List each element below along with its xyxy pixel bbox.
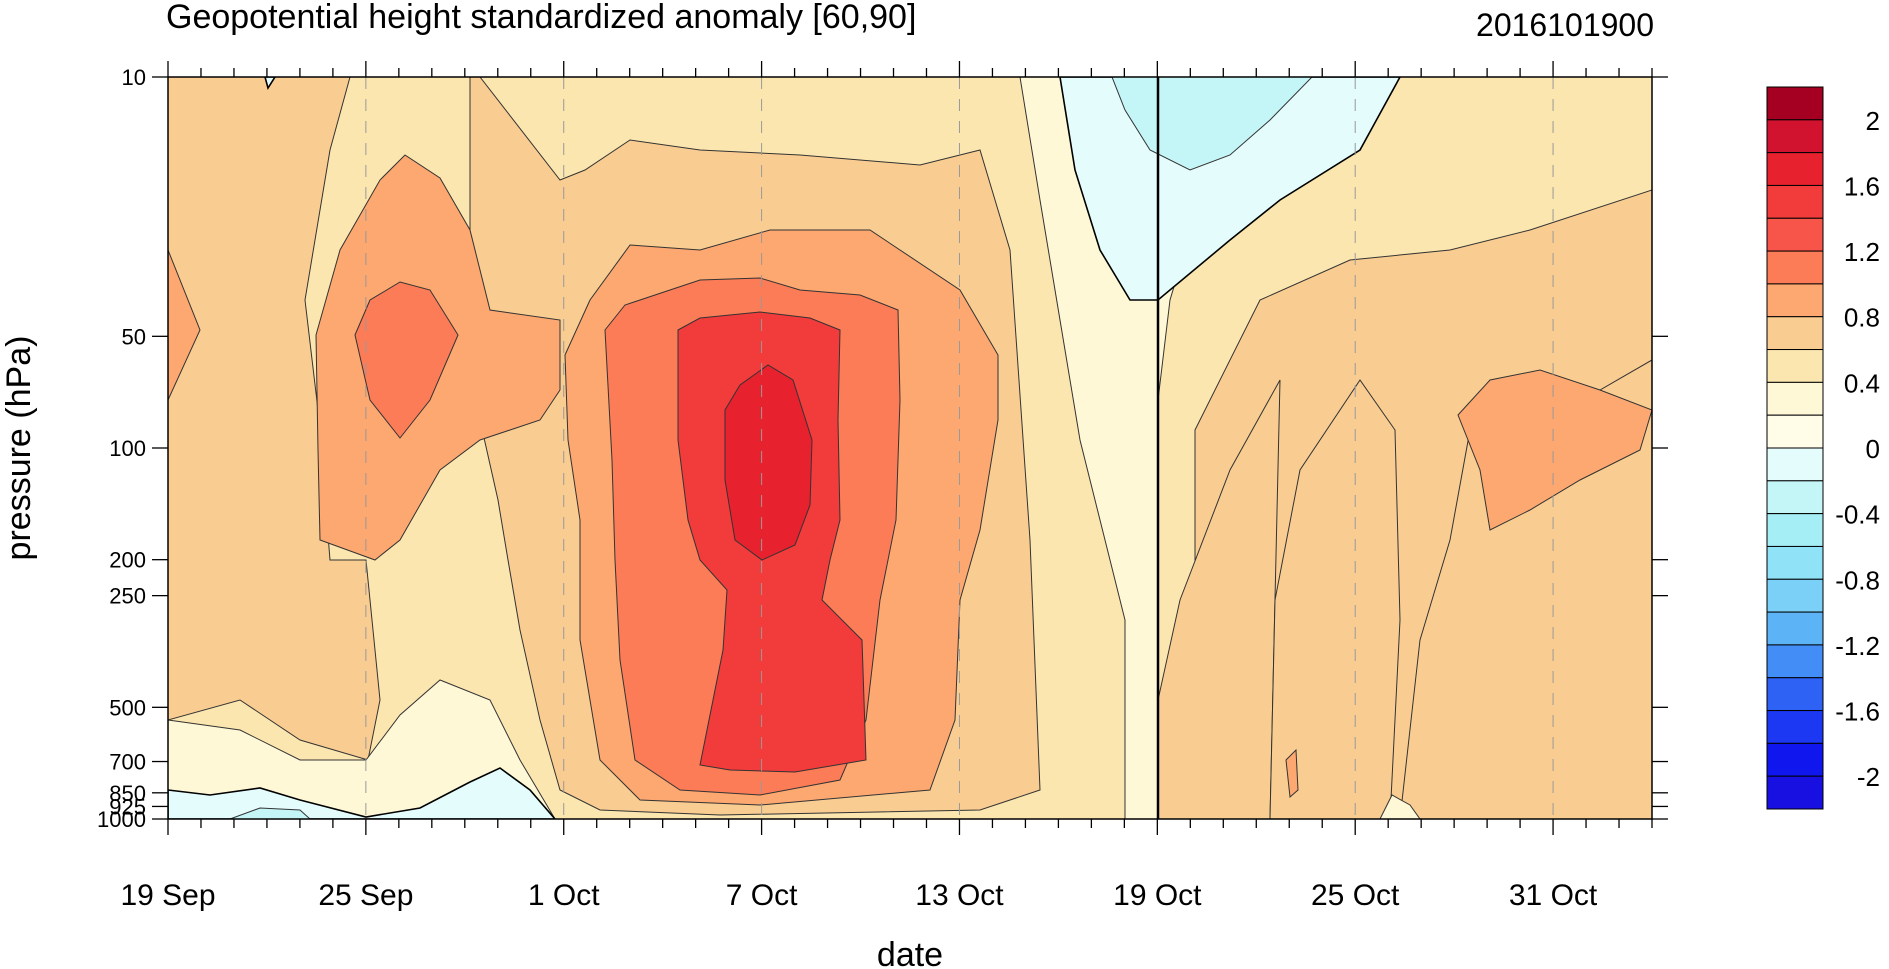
contour-level-0.8 [1285,748,1299,799]
y-tick-label: 500 [109,695,146,720]
colorbar-box [1766,644,1824,679]
colorbar-box [1766,184,1824,219]
y-tick-label: 850 [109,781,146,806]
colorbar-box [1766,250,1824,285]
colorbar-box [1766,414,1824,449]
x-tick-label: 13 Oct [915,879,1004,912]
contour-level-0 [1379,794,1421,819]
colorbar-box [1766,775,1824,810]
colorbar-box [1766,86,1824,121]
date-gridlines [365,77,1554,819]
contour-level-0.8 [1457,369,1652,531]
colorbar-box [1766,447,1824,482]
colorbar-label: -1.6 [1835,697,1880,727]
y-tick-label: 250 [109,584,146,609]
colorbar-label: 0 [1866,434,1880,464]
x-axis-label: date [877,936,943,969]
colorbar-box [1766,742,1824,777]
colorbar-label: 1.2 [1844,237,1880,267]
contour-fields [168,77,1652,819]
colorbar-box [1766,513,1824,547]
y-tick-label: 925 [109,794,146,819]
contour-level-0.4 [168,77,381,761]
contour-level-negative [264,77,276,90]
colorbar-label: -0.4 [1835,500,1880,530]
colorbar-label: -0.8 [1835,565,1880,595]
contour-level-max [724,364,813,561]
colorbar-box [1766,152,1824,186]
x-tick-label: 1 Oct [528,879,600,912]
plot-area [167,76,1653,820]
contour-level-0.4 [1269,379,1401,819]
contour-level-negative [168,767,557,819]
contour-level-0 [168,679,556,819]
colorbar-box [1766,545,1824,580]
y-tick-label: 100 [109,436,146,461]
colorbar-box [1766,677,1824,712]
contour-level-negative [229,807,311,819]
y-tick-label: 50 [122,324,146,349]
chart-timestamp: 2016101900 [1476,7,1654,43]
colorbar-label: 0.4 [1844,368,1880,398]
contour-level-negative [1111,77,1313,171]
x-tick-label: 19 Oct [1113,879,1202,912]
x-axis: 19 Sep 25 Sep 1 Oct 7 Oct 13 Oct 19 Oct 25 Oct… [120,61,1653,912]
colorbar-box [1766,611,1824,646]
colorbar-box [1766,381,1824,416]
colorbar-label: 2 [1866,106,1880,136]
colorbar-box [1766,316,1824,351]
colorbar-label: -1.2 [1835,631,1880,661]
x-tick-label: 31 Oct [1509,879,1598,912]
colorbar-box [1766,578,1824,613]
y-tick-label: 10 [122,65,146,90]
colorbar-box [1766,349,1824,383]
x-tick-label: 7 Oct [726,879,798,912]
contour-level-1.2 [354,281,459,439]
colorbar-box [1766,217,1824,252]
colorbar-label: 1.6 [1844,171,1880,201]
colorbar-label: -2 [1857,762,1880,792]
colorbar-box [1766,283,1824,318]
colorbar-box [1766,119,1824,154]
x-tick-label: 25 Oct [1311,879,1400,912]
contour-level-0.8 [168,249,201,401]
y-axis-label: pressure (hPa) [0,336,38,561]
colorbar: 2 1.6 1.2 0.8 0.4 0 -0.4 -0.8 -1.2 -1.6 -2 [1766,86,1880,810]
x-tick-label: 25 Sep [318,879,413,912]
colorbar-box [1766,480,1824,515]
chart-title: Geopotential height standardized anomaly… [166,0,916,36]
colorbar-box [1766,710,1824,744]
y-tick-label: 700 [109,750,146,775]
y-tick-label: 200 [109,548,146,573]
y-tick-label: 1000 [97,807,146,832]
x-tick-label: 19 Sep [120,879,215,912]
colorbar-label: 0.8 [1844,303,1880,333]
